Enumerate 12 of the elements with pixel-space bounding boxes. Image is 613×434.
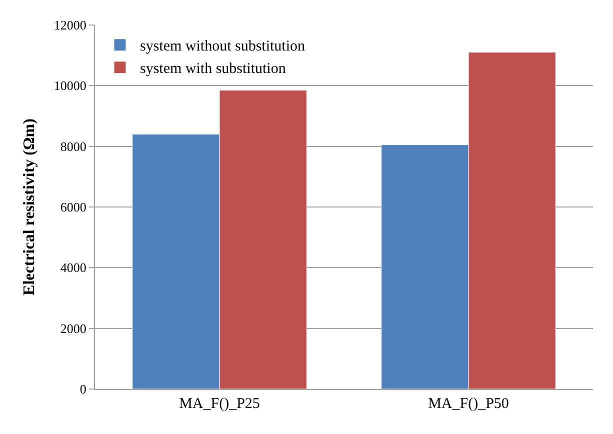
- y-tick-label: 10000: [54, 78, 86, 94]
- x-tick-label: MA_F()_P25: [179, 396, 260, 412]
- y-tick-label: 2000: [60, 320, 86, 336]
- legend-label: system with substitution: [140, 61, 286, 78]
- y-tick-label: 12000: [54, 18, 86, 33]
- y-tick-label: 8000: [60, 138, 86, 154]
- x-tick-label: MA_F()_P50: [428, 396, 509, 412]
- y-axis-title: Electrical resistivity (Ωm): [20, 118, 38, 296]
- y-tick-label: 4000: [60, 260, 86, 276]
- y-tick-label: 6000: [60, 200, 86, 215]
- legend-label: system without substitution: [140, 38, 306, 55]
- y-tick-label: 0: [80, 382, 86, 397]
